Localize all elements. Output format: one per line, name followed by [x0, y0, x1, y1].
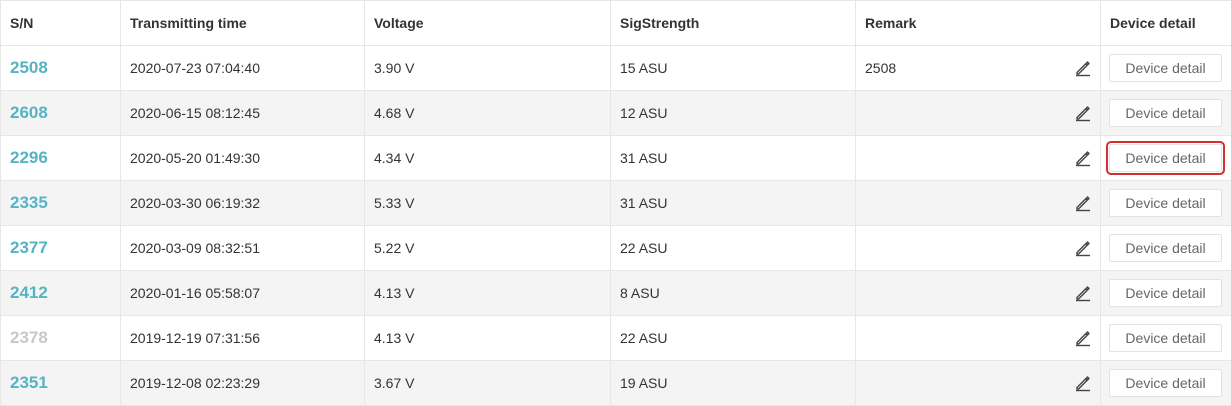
header-sig-strength: SigStrength — [610, 0, 856, 46]
sn-link[interactable]: 2335 — [10, 193, 48, 212]
sig-strength-cell: 22 ASU — [610, 315, 856, 361]
voltage-cell: 3.67 V — [364, 360, 611, 406]
table-row: 2335 2020-03-30 06:19:32 5.33 V 31 ASU D… — [0, 180, 1231, 226]
sn-link[interactable]: 2608 — [10, 103, 48, 122]
detail-cell: Device detail — [1100, 180, 1231, 226]
remark-cell — [855, 315, 1101, 361]
remark-cell — [855, 360, 1101, 406]
sn-cell: 2335 — [0, 180, 121, 226]
table-row: 2608 2020-06-15 08:12:45 4.68 V 12 ASU D… — [0, 90, 1231, 136]
header-transmitting-time: Transmitting time — [120, 0, 365, 46]
sn-cell: 2377 — [0, 225, 121, 271]
table-row: 2296 2020-05-20 01:49:30 4.34 V 31 ASU D… — [0, 135, 1231, 181]
sn-link-inactive[interactable]: 2378 — [10, 328, 48, 347]
remark-cell — [855, 270, 1101, 316]
detail-cell: Device detail — [1100, 360, 1231, 406]
sig-strength-cell: 31 ASU — [610, 135, 856, 181]
sn-cell: 2608 — [0, 90, 121, 136]
sig-strength-cell: 22 ASU — [610, 225, 856, 271]
sn-link[interactable]: 2508 — [10, 58, 48, 77]
sn-cell: 2508 — [0, 45, 121, 91]
detail-cell: Device detail — [1100, 45, 1231, 91]
device-detail-button[interactable]: Device detail — [1109, 234, 1222, 262]
sn-cell: 2378 — [0, 315, 121, 361]
detail-cell: Device detail — [1100, 270, 1231, 316]
voltage-cell: 4.68 V — [364, 90, 611, 136]
time-cell: 2020-05-20 01:49:30 — [120, 135, 365, 181]
edit-remark-icon[interactable] — [1074, 329, 1092, 347]
sn-link[interactable]: 2377 — [10, 238, 48, 257]
voltage-cell: 5.33 V — [364, 180, 611, 226]
sn-link[interactable]: 2296 — [10, 148, 48, 167]
device-detail-button[interactable]: Device detail — [1109, 369, 1222, 397]
time-cell: 2019-12-08 02:23:29 — [120, 360, 365, 406]
edit-remark-icon[interactable] — [1074, 194, 1092, 212]
device-detail-button[interactable]: Device detail — [1109, 324, 1222, 352]
table-row: 2351 2019-12-08 02:23:29 3.67 V 19 ASU D… — [0, 360, 1231, 406]
edit-remark-icon[interactable] — [1074, 104, 1092, 122]
sn-cell: 2351 — [0, 360, 121, 406]
table-row: 2508 2020-07-23 07:04:40 3.90 V 15 ASU 2… — [0, 45, 1231, 91]
remark-text: 2508 — [865, 60, 897, 76]
time-cell: 2020-07-23 07:04:40 — [120, 45, 365, 91]
time-cell: 2020-06-15 08:12:45 — [120, 90, 365, 136]
header-sn: S/N — [0, 0, 121, 46]
edit-remark-icon[interactable] — [1074, 284, 1092, 302]
header-remark: Remark — [855, 0, 1101, 46]
time-cell: 2019-12-19 07:31:56 — [120, 315, 365, 361]
sn-link[interactable]: 2412 — [10, 283, 48, 302]
device-detail-button[interactable]: Device detail — [1109, 279, 1222, 307]
edit-remark-icon[interactable] — [1074, 239, 1092, 257]
device-detail-button[interactable]: Device detail — [1109, 54, 1222, 82]
table-row: 2378 2019-12-19 07:31:56 4.13 V 22 ASU D… — [0, 315, 1231, 361]
voltage-cell: 4.13 V — [364, 270, 611, 316]
header-voltage: Voltage — [364, 0, 611, 46]
remark-cell — [855, 90, 1101, 136]
voltage-cell: 5.22 V — [364, 225, 611, 271]
sig-strength-cell: 19 ASU — [610, 360, 856, 406]
sn-cell: 2412 — [0, 270, 121, 316]
table-row: 2412 2020-01-16 05:58:07 4.13 V 8 ASU De… — [0, 270, 1231, 316]
edit-remark-icon[interactable] — [1074, 374, 1092, 392]
table-row: 2377 2020-03-09 08:32:51 5.22 V 22 ASU D… — [0, 225, 1231, 271]
sig-strength-cell: 15 ASU — [610, 45, 856, 91]
device-detail-button[interactable]: Device detail — [1109, 189, 1222, 217]
header-device-detail: Device detail — [1100, 0, 1231, 46]
remark-cell — [855, 180, 1101, 226]
time-cell: 2020-03-30 06:19:32 — [120, 180, 365, 226]
remark-cell — [855, 225, 1101, 271]
sn-link[interactable]: 2351 — [10, 373, 48, 392]
sig-strength-cell: 8 ASU — [610, 270, 856, 316]
edit-remark-icon[interactable] — [1074, 59, 1092, 77]
voltage-cell: 4.34 V — [364, 135, 611, 181]
sn-cell: 2296 — [0, 135, 121, 181]
detail-cell: Device detail — [1100, 135, 1231, 181]
voltage-cell: 4.13 V — [364, 315, 611, 361]
device-detail-button-highlighted[interactable]: Device detail — [1106, 141, 1225, 175]
edit-remark-icon[interactable] — [1074, 149, 1092, 167]
voltage-cell: 3.90 V — [364, 45, 611, 91]
detail-cell: Device detail — [1100, 315, 1231, 361]
sig-strength-cell: 31 ASU — [610, 180, 856, 226]
time-cell: 2020-01-16 05:58:07 — [120, 270, 365, 316]
remark-cell — [855, 135, 1101, 181]
remark-cell: 2508 — [855, 45, 1101, 91]
device-detail-button[interactable]: Device detail — [1109, 99, 1222, 127]
detail-cell: Device detail — [1100, 90, 1231, 136]
detail-cell: Device detail — [1100, 225, 1231, 271]
table-header-row: S/N Transmitting time Voltage SigStrengt… — [0, 0, 1231, 46]
sig-strength-cell: 12 ASU — [610, 90, 856, 136]
time-cell: 2020-03-09 08:32:51 — [120, 225, 365, 271]
